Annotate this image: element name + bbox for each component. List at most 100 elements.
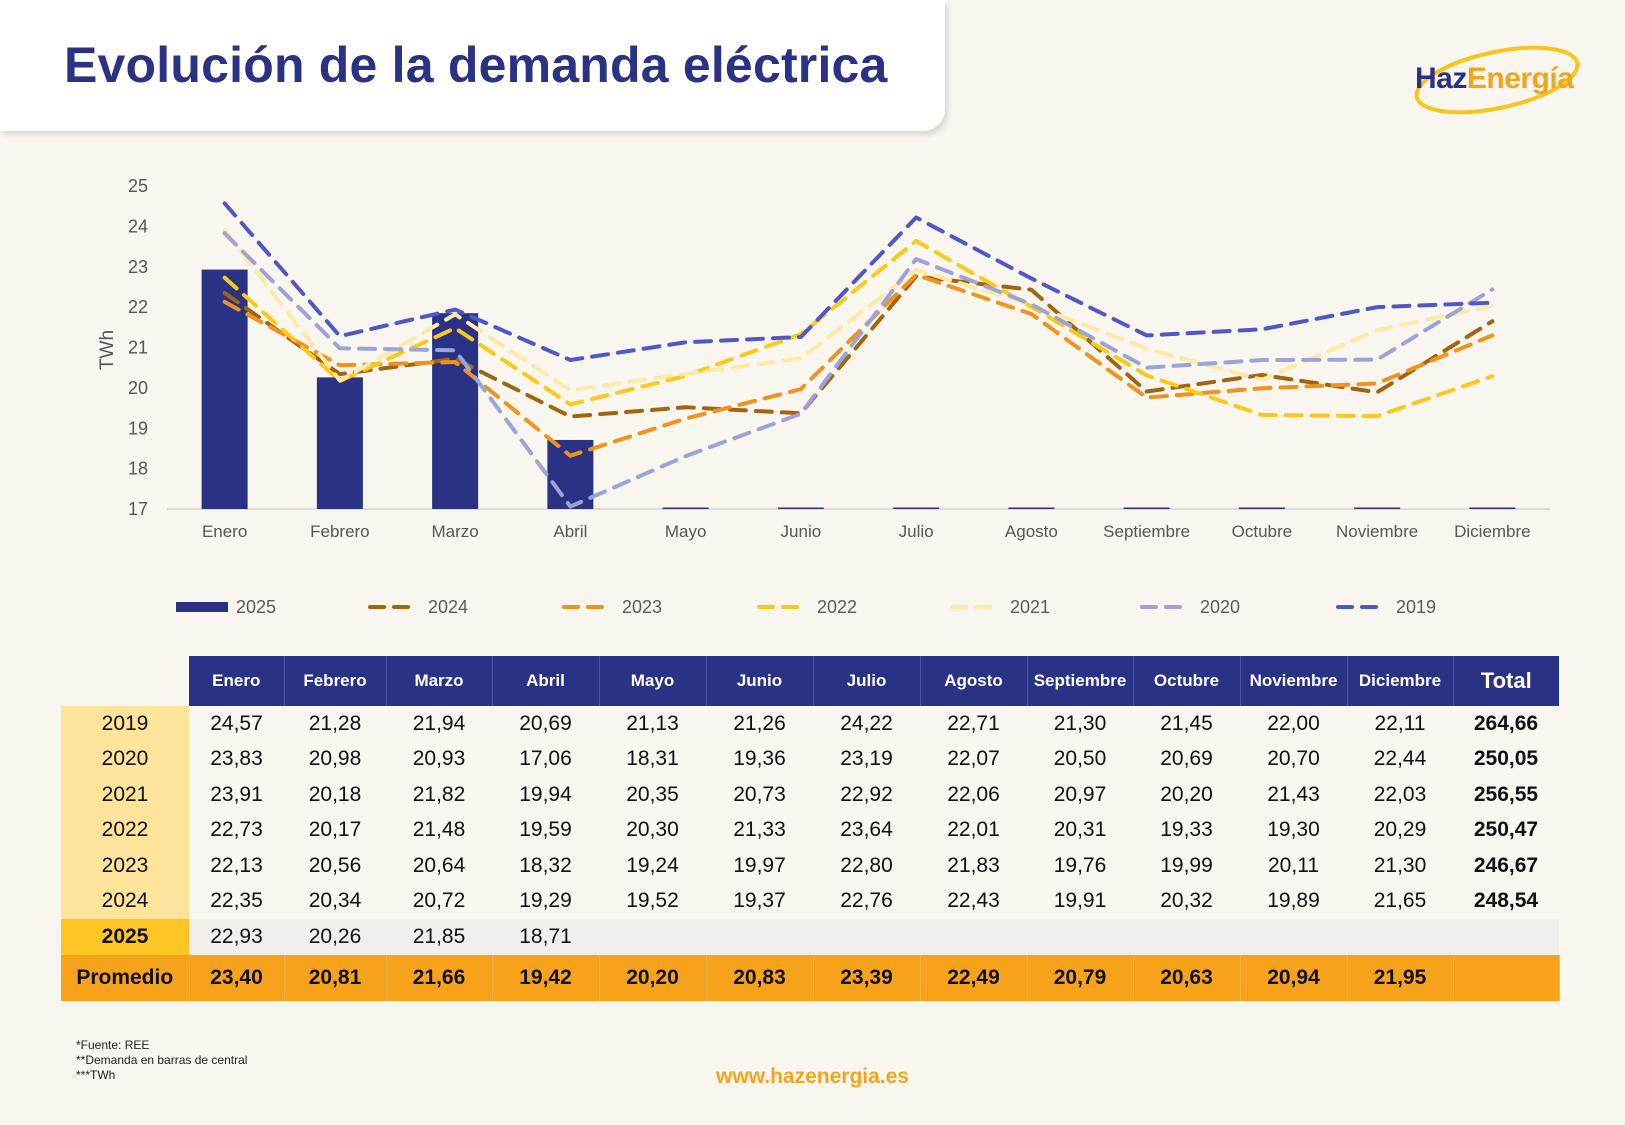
table-row: 2024 22,35 20,34 20,72 19,29 19,52 19,37 22,76 2…	[61, 883, 1559, 919]
bar-2025-empty	[1008, 507, 1055, 509]
table-cell	[1027, 919, 1133, 955]
table-cell: 18,71	[492, 919, 599, 955]
legend-item-2025: 2025	[176, 594, 276, 620]
line-series-2024	[222, 274, 1495, 419]
table-cell: 19,33	[1160, 818, 1213, 842]
table-cell: 20,32	[1160, 889, 1213, 913]
table-cell: 20,81	[284, 954, 387, 1001]
table-cell: 20,29	[1373, 818, 1427, 842]
table-header-cell: Septiembre	[1027, 656, 1134, 706]
table-row: 2019 24,57 21,28 21,94 20,69 21,13 21,26 24,22 2…	[61, 706, 1559, 742]
table-cell: 22,01	[947, 818, 1000, 842]
legend-swatch-2025	[176, 602, 228, 612]
table-cell: 22,80	[840, 853, 893, 877]
legend-label: 2021	[1010, 596, 1051, 617]
logo-energia: Energía	[1466, 62, 1574, 95]
chart-legend: 2025 2024 2023 2022 2021 2020 2019	[0, 594, 1625, 620]
table-cell: 21,45	[1160, 711, 1213, 735]
y-tick-label: 18	[128, 459, 148, 479]
row-total: 250,05	[1473, 747, 1539, 771]
table-header-cell: Marzo	[386, 656, 493, 706]
legend-item-2020: 2020	[1140, 594, 1240, 620]
x-tick-label: Mayo	[665, 522, 707, 541]
table-row: Promedio 23,40 20,81 21,66 19,42 20,20 20,83 23…	[61, 954, 1560, 1001]
table-cell: 22,49	[920, 954, 1028, 1001]
table-cell: 19,37	[733, 889, 786, 913]
table-cell: 19,76	[1053, 853, 1107, 877]
table-row: 2022 22,73 20,17 21,48 19,59 20,30 21,33 23,64 2…	[61, 812, 1559, 848]
table-cell: 22,92	[840, 782, 893, 806]
table-cell: 22,43	[947, 889, 1000, 913]
demand-table: Enero Febrero Marzo Abril Mayo Junio Julio Agos…	[61, 656, 1560, 1001]
table-cell: 23,40	[189, 954, 285, 1001]
x-tick-label: Abril	[553, 522, 587, 541]
bar-2025	[201, 269, 248, 509]
hazenergia-logo: HazEnergía	[1405, 36, 1590, 126]
table-cell: 21,48	[412, 818, 466, 842]
table-cell: 23,83	[210, 747, 263, 771]
table-cell: 20,64	[412, 853, 466, 877]
bar-2025	[316, 377, 363, 509]
table-cell: 20,17	[308, 818, 362, 842]
table-cell: 20,50	[1053, 747, 1107, 771]
y-axis-label: TWh	[97, 330, 118, 370]
note-source: *Fuente: REE	[76, 1038, 150, 1052]
row-label: 2021	[61, 777, 189, 813]
bar-2025-empty	[1469, 507, 1516, 509]
table-cell: 19,52	[626, 889, 679, 913]
bar-2025-empty	[662, 507, 709, 509]
legend-item-2019: 2019	[1336, 594, 1436, 620]
table-row: 2020 23,83 20,98 20,93 17,06 18,31 19,36 23,19 2…	[61, 741, 1559, 777]
table-cell: 21,28	[308, 711, 362, 735]
page-title: Evolución de la demanda eléctrica	[64, 37, 888, 93]
table-header-cell: Enero	[189, 656, 285, 706]
table-cell	[1240, 919, 1347, 955]
table-cell	[706, 919, 813, 955]
table-cell	[920, 919, 1027, 955]
row-total: 248,54	[1473, 889, 1539, 913]
row-total: 256,55	[1473, 782, 1539, 806]
legend-label: 2020	[1200, 596, 1241, 617]
table-cell	[1133, 919, 1240, 955]
x-tick-label: Enero	[202, 522, 247, 541]
x-tick-label: Octubre	[1232, 522, 1292, 541]
row-label: 2020	[61, 741, 189, 777]
x-tick-label: Noviembre	[1336, 522, 1418, 541]
logo-text: HazEnergía	[1415, 62, 1574, 96]
table-cell: 22,93	[189, 919, 284, 955]
table-header-cell: Diciembre	[1347, 656, 1454, 706]
table-cell: 21,82	[412, 782, 466, 806]
y-tick-label: 17	[128, 499, 148, 519]
table-cell: 21,95	[1347, 954, 1454, 1001]
y-tick-label: 19	[128, 418, 148, 438]
table-cell: 18,31	[626, 747, 679, 771]
table-cell: 20,31	[1053, 818, 1107, 842]
table-cell: 18,32	[519, 853, 572, 877]
y-tick-label: 25	[128, 176, 148, 196]
line-series-2021	[222, 228, 1495, 393]
table-cell: 20,83	[706, 954, 814, 1001]
table-cell: 19,97	[733, 853, 786, 877]
table-cell: 21,83	[947, 853, 1000, 877]
table-header-cell: Febrero	[284, 656, 387, 706]
table-cell: 22,00	[1267, 711, 1320, 735]
table-cell: 19,89	[1267, 889, 1320, 913]
legend-label: 2025	[236, 596, 277, 617]
x-tick-label: Julio	[899, 522, 934, 541]
table-cell: 22,03	[1373, 782, 1427, 806]
table-header-cell: Junio	[706, 656, 814, 706]
row-label: 2023	[61, 848, 189, 884]
footer-website-link[interactable]: www.hazenergia.es	[716, 1065, 909, 1088]
table-header-cell: Agosto	[920, 656, 1028, 706]
y-tick-label: 21	[128, 338, 148, 358]
table-cell: 20,97	[1053, 782, 1107, 806]
y-tick-label: 24	[128, 216, 148, 236]
legend-swatch-2024	[368, 605, 420, 609]
bar-2025-empty	[777, 507, 824, 509]
table-cell: 20,69	[1160, 747, 1213, 771]
table-cell: 20,20	[599, 954, 707, 1001]
table-cell: 19,24	[626, 853, 679, 877]
legend-swatch-2021	[950, 605, 1002, 609]
x-tick-label: Septiembre	[1103, 522, 1190, 541]
table-cell: 20,34	[308, 889, 362, 913]
